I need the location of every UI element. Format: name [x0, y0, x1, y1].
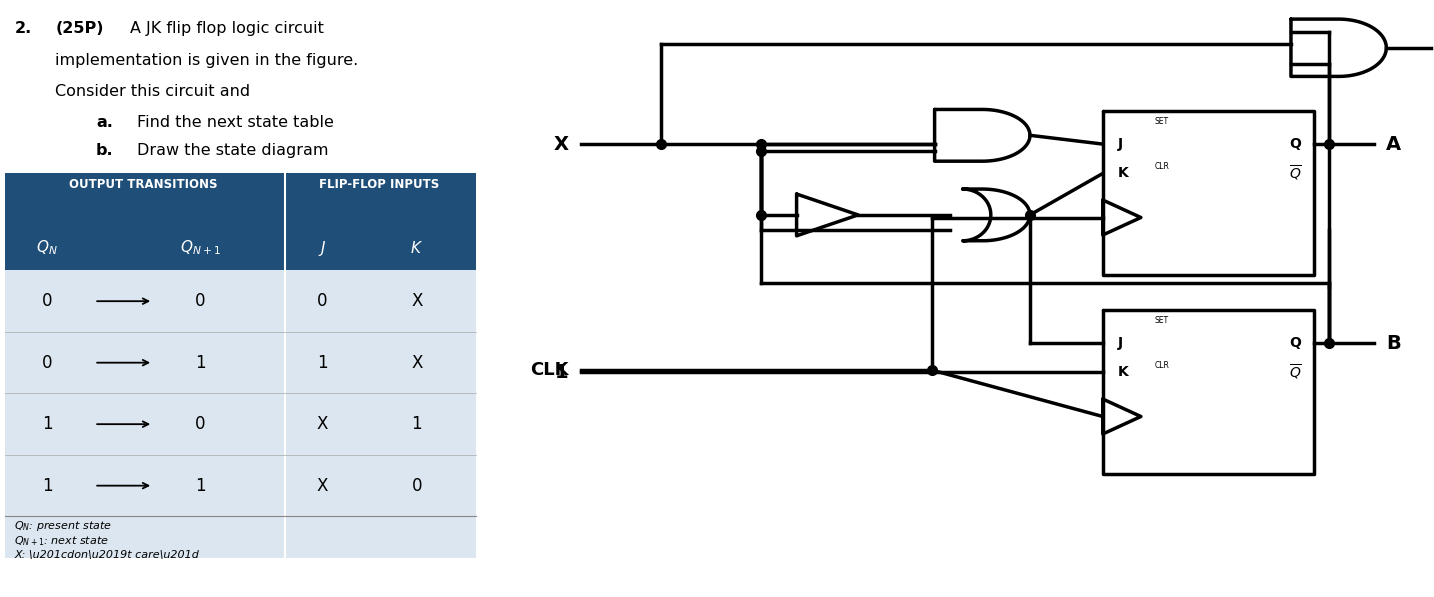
Text: b.: b.: [96, 143, 113, 158]
Text: A JK flip flop logic circuit: A JK flip flop logic circuit: [129, 21, 324, 36]
Text: X: X: [317, 476, 328, 495]
Text: X: X: [412, 292, 423, 310]
Text: $J$: $J$: [318, 239, 327, 257]
Text: $\overline{Q}$: $\overline{Q}$: [1289, 164, 1302, 183]
Text: $Q_{N+1}$: next state: $Q_{N+1}$: next state: [14, 534, 109, 548]
Text: OUTPUT TRANSITIONS: OUTPUT TRANSITIONS: [69, 178, 218, 191]
Text: 1: 1: [317, 353, 328, 372]
Text: 0: 0: [412, 476, 422, 495]
Text: $\overline{Q}$: $\overline{Q}$: [1289, 363, 1302, 382]
Text: 0: 0: [195, 292, 205, 310]
Text: CLR: CLR: [1154, 361, 1170, 370]
Text: 0: 0: [42, 353, 53, 372]
Text: $Q_N$: $Q_N$: [36, 239, 57, 257]
Text: Draw the state diagram: Draw the state diagram: [136, 143, 328, 158]
Text: J: J: [1117, 137, 1123, 151]
Text: 1: 1: [42, 415, 53, 433]
Text: 1: 1: [555, 363, 569, 382]
Text: a.: a.: [96, 115, 113, 130]
Text: $Q_{N+1}$: $Q_{N+1}$: [179, 239, 221, 257]
Text: 2.: 2.: [14, 21, 32, 36]
Text: (25P): (25P): [56, 21, 103, 36]
Text: Consider this circuit and: Consider this circuit and: [56, 84, 251, 99]
Text: SET: SET: [1154, 117, 1169, 126]
Text: 0: 0: [42, 292, 53, 310]
Text: 0: 0: [317, 292, 328, 310]
Text: B: B: [1385, 334, 1401, 353]
Text: 1: 1: [195, 353, 205, 372]
Text: 1: 1: [42, 476, 53, 495]
Text: J: J: [1117, 336, 1123, 350]
Text: implementation is given in the figure.: implementation is given in the figure.: [56, 53, 358, 67]
Text: Find the next state table: Find the next state table: [136, 115, 334, 130]
Text: CLR: CLR: [1154, 162, 1170, 171]
Text: X: X: [317, 415, 328, 433]
Text: $Q_N$: present state: $Q_N$: present state: [14, 519, 112, 533]
Text: X: X: [554, 134, 569, 153]
Text: X: \u201cdon\u2019t care\u201d: X: \u201cdon\u2019t care\u201d: [14, 550, 199, 560]
Text: Q: Q: [1289, 137, 1302, 151]
Text: FLIP-FLOP INPUTS: FLIP-FLOP INPUTS: [318, 178, 439, 191]
Text: $K$: $K$: [410, 240, 423, 256]
Text: SET: SET: [1154, 316, 1169, 325]
Text: K: K: [1117, 167, 1129, 180]
Text: Q: Q: [1289, 336, 1302, 350]
Text: 1: 1: [412, 415, 422, 433]
Text: 1: 1: [195, 476, 205, 495]
Text: X: X: [412, 353, 423, 372]
Bar: [4, 226, 476, 270]
Bar: [4, 173, 476, 558]
Text: 0: 0: [195, 415, 205, 433]
Text: CLK: CLK: [531, 361, 569, 379]
Text: A: A: [1385, 134, 1401, 153]
Bar: [4, 173, 476, 226]
Text: K: K: [1117, 365, 1129, 380]
